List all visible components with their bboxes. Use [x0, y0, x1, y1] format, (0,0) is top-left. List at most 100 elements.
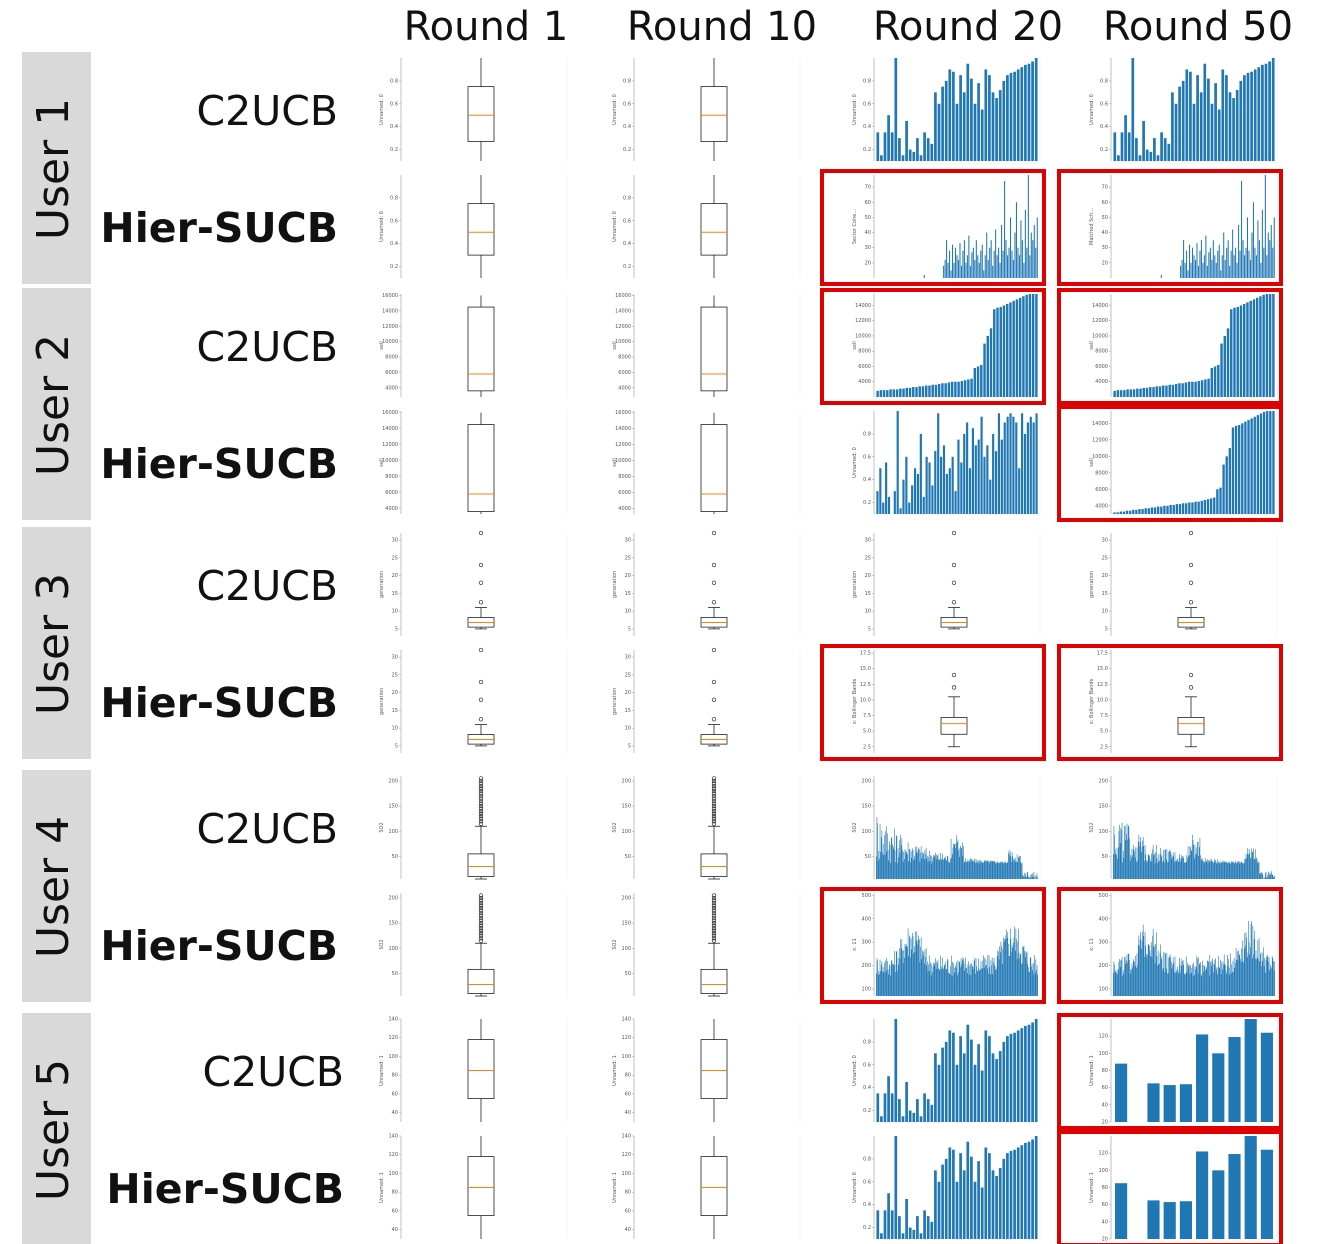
bar: [963, 380, 967, 397]
dense-bar: [1171, 968, 1173, 996]
dense-bar: [943, 860, 944, 879]
dense-bar: [981, 968, 982, 996]
bar: [1208, 252, 1210, 278]
outlier-point: [711, 580, 717, 585]
dense-bar: [889, 841, 890, 879]
dense-bar: [1196, 853, 1198, 879]
bar: [987, 259, 989, 278]
dense-bar: [991, 861, 993, 879]
dense-bar: [1012, 947, 1014, 996]
dense-bar: [920, 946, 921, 996]
dense-bar: [1116, 848, 1118, 879]
y-axis-label: sell: [612, 458, 618, 466]
bar: [1264, 63, 1268, 161]
bar: [953, 262, 955, 278]
dense-bar: [1124, 826, 1125, 879]
dense-bar: [1203, 972, 1204, 996]
dense-bar: [1253, 859, 1255, 879]
dense-bar: [878, 970, 880, 996]
dense-bar: [903, 950, 905, 996]
dense-bar: [1130, 854, 1132, 879]
bar: [959, 243, 961, 278]
dense-bar: [1033, 974, 1035, 996]
dense-bar: [1135, 847, 1137, 879]
bar: [948, 69, 952, 161]
dense-bar: [1187, 966, 1189, 996]
tick-label: 500: [1098, 893, 1108, 899]
bar: [976, 366, 980, 397]
tick-label: 50: [392, 854, 398, 860]
dense-bar: [950, 838, 952, 879]
bar: [1020, 220, 1022, 278]
tick-label: 14000: [615, 308, 631, 314]
dense-bar: [933, 962, 934, 996]
bar: [931, 384, 934, 397]
bar: [995, 229, 997, 278]
dense-bar: [958, 961, 960, 996]
dense-bar: [885, 826, 887, 879]
dense-bar: [1213, 964, 1215, 996]
dense-bar: [940, 858, 942, 879]
dense-bar: [1152, 845, 1154, 879]
tick-label: 80: [625, 1190, 631, 1196]
dense-bar: [967, 859, 969, 879]
dense-bar: [945, 860, 947, 879]
dense-bar: [910, 957, 911, 996]
dense-bar: [1213, 972, 1214, 996]
bar: [1022, 296, 1025, 397]
outlier-point: [711, 900, 717, 906]
dense-bar: [1223, 861, 1225, 879]
dense-bar: [913, 859, 914, 879]
dense-bar: [919, 962, 921, 996]
dense-bar: [948, 861, 949, 879]
bar: [885, 462, 888, 514]
bar: [890, 1210, 894, 1239]
bar: [1236, 306, 1239, 397]
dense-bar: [1229, 863, 1231, 879]
dense-bar: [1128, 826, 1130, 879]
dense-bar: [912, 936, 914, 996]
bar: [1028, 294, 1032, 397]
dense-bar: [990, 974, 991, 996]
bar: [937, 384, 941, 397]
dense-bar: [1208, 861, 1210, 879]
dense-bar: [1165, 849, 1166, 879]
bar: [1228, 1037, 1241, 1122]
bar: [1196, 1151, 1209, 1239]
dense-bar: [1001, 861, 1002, 879]
bar: [956, 255, 958, 278]
bar: [943, 265, 945, 278]
bar: [1270, 224, 1272, 278]
outlier-point: [711, 796, 717, 801]
outlier-point: [478, 806, 484, 811]
dense-bar: [1132, 855, 1133, 879]
bar: [993, 309, 996, 397]
bar: [876, 1210, 880, 1239]
dense-bar: [1219, 861, 1221, 879]
dense-bar: [1169, 956, 1170, 996]
dense-bar: [1205, 858, 1206, 879]
bar: [980, 364, 983, 397]
bar: [1009, 1033, 1013, 1122]
dense-bar: [1205, 969, 1207, 996]
dense-bar: [1230, 953, 1231, 996]
tick-label: 12000: [1092, 318, 1108, 324]
bar: [954, 381, 957, 397]
tick-label: 120: [1098, 1034, 1108, 1040]
dense-bar: [1147, 954, 1148, 996]
dense-bar: [1011, 861, 1012, 879]
bar: [992, 265, 994, 278]
tick-label: 10: [392, 726, 398, 732]
dense-bar: [1030, 874, 1032, 879]
bar: [901, 155, 905, 161]
bar: [1197, 501, 1200, 514]
dense-bar: [1192, 964, 1193, 996]
bar: [1012, 259, 1014, 278]
bar: [974, 259, 976, 278]
bar: [919, 1116, 923, 1122]
bar: [901, 1116, 905, 1122]
dense-bar: [1267, 957, 1269, 996]
tick-label: 15: [392, 591, 398, 597]
panel-user3-hier-sucb-col4: 2.55.07.510.012.515.017.5x: Bollinger Ba…: [1057, 644, 1283, 761]
